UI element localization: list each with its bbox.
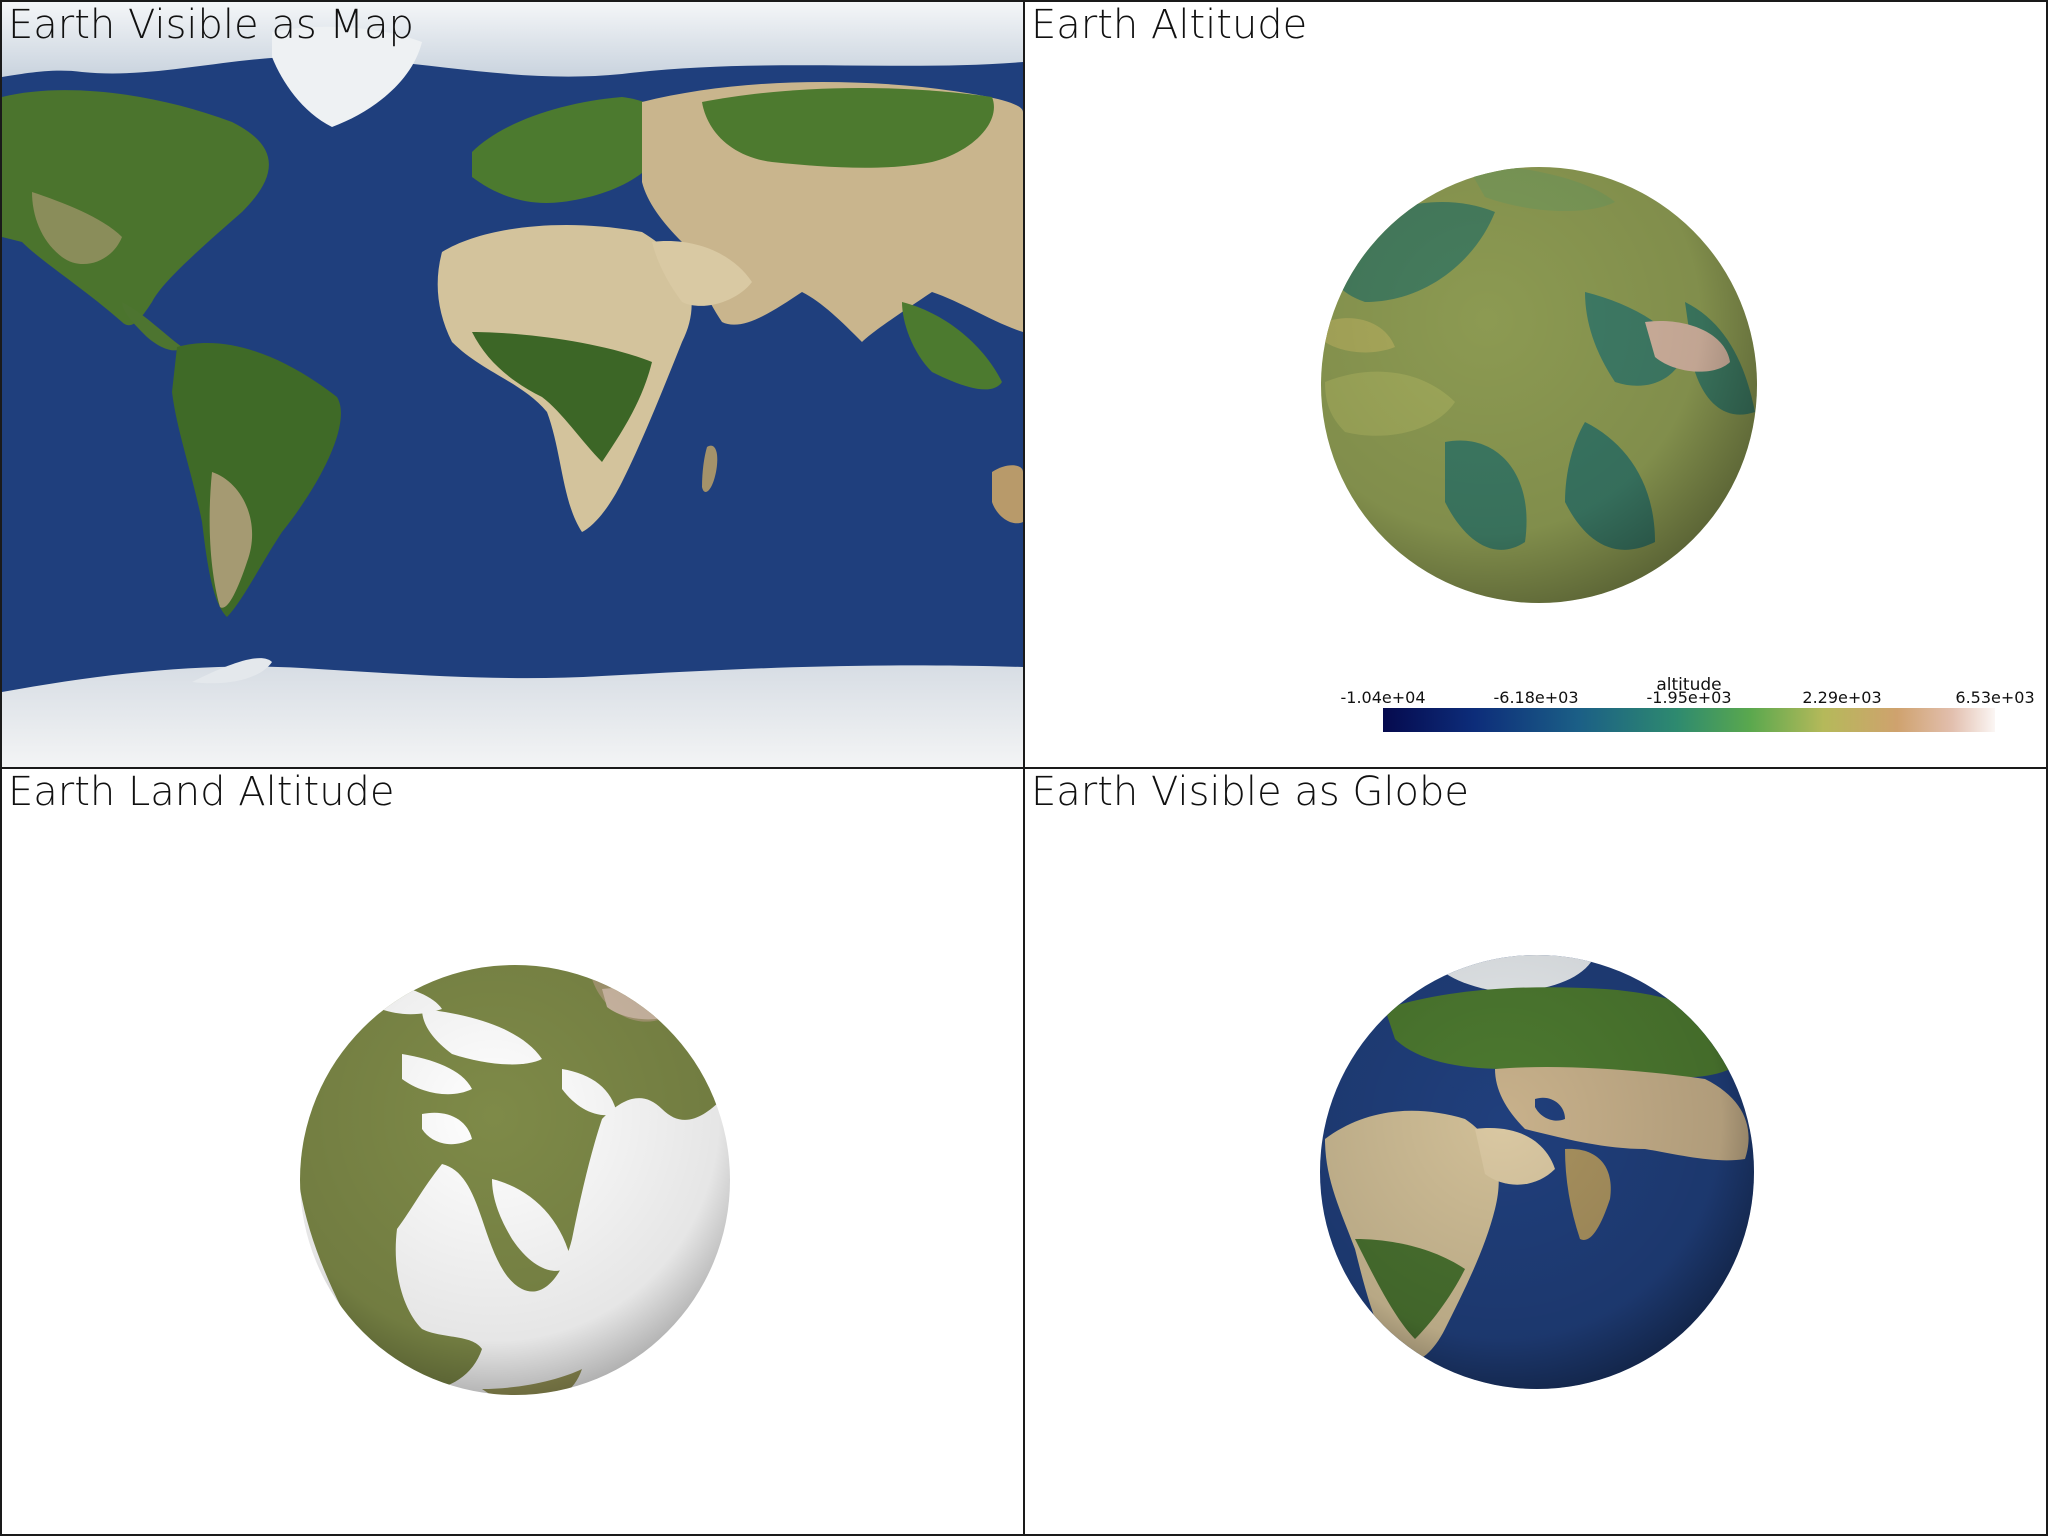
viewport-title: Earth Altitude xyxy=(1031,2,1308,48)
colorbar-gradient xyxy=(1383,708,1995,732)
viewport-earth-map[interactable]: Earth Visible as Map xyxy=(0,0,1025,769)
visible-globe xyxy=(1320,955,1754,1389)
viewport-earth-globe[interactable]: Earth Visible as Globe xyxy=(1023,767,2048,1536)
viewport-title: Earth Visible as Globe xyxy=(1031,769,1470,815)
colorbar-tick: -6.18e+03 xyxy=(1493,688,1579,707)
colorbar-tick: -1.95e+03 xyxy=(1646,688,1732,707)
viewport-earth-land-altitude[interactable]: Earth Land Altitude xyxy=(0,767,1025,1536)
land-altitude-globe xyxy=(300,965,730,1395)
altitude-globe xyxy=(1321,167,1757,603)
colorbar-tick: 6.53e+03 xyxy=(1955,688,2035,707)
viewport-title: Earth Land Altitude xyxy=(8,769,395,815)
viewport-earth-altitude[interactable]: Earth Altitude altitude -1.04e+0 xyxy=(1023,0,2048,769)
colorbar-tick: -1.04e+04 xyxy=(1340,688,1426,707)
colorbar-tick: 2.29e+03 xyxy=(1802,688,1882,707)
world-map-image xyxy=(2,2,1023,767)
colorbar-title: altitude xyxy=(1656,675,1722,695)
viewport-title: Earth Visible as Map xyxy=(8,2,414,48)
colorbar-ticks: -1.04e+04 -6.18e+03 -1.95e+03 2.29e+03 6… xyxy=(1340,688,2034,708)
